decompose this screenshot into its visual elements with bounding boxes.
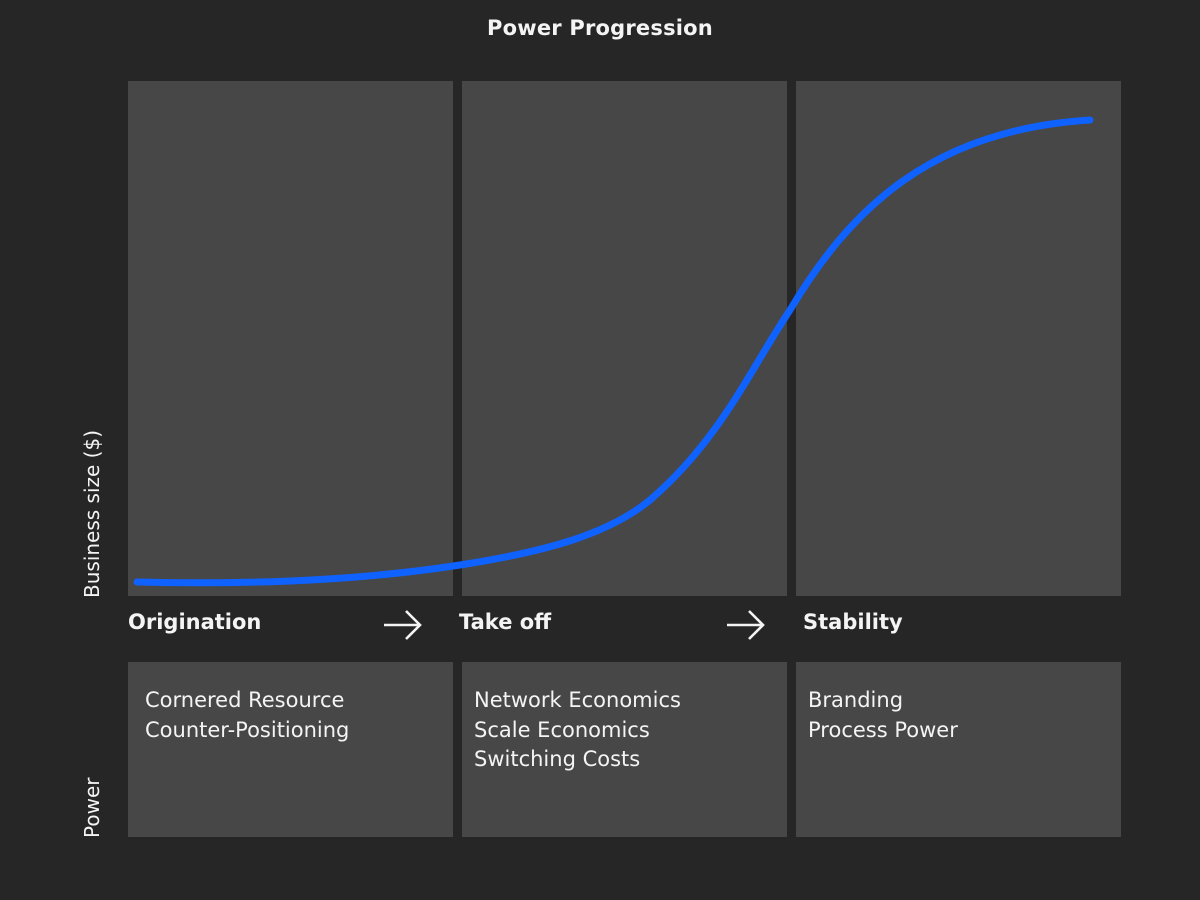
stage-label-stability: Stability [803, 610, 903, 634]
power-box-take-off: Network Economics Scale Economics Switch… [462, 662, 787, 837]
arrow-right-icon [727, 610, 765, 640]
stage-panel-take-off [462, 81, 787, 596]
power-item: Branding [808, 688, 904, 712]
y-axis-label-power: Power [80, 777, 104, 838]
stage-label-take-off: Take off [459, 610, 552, 634]
stage-panel-origination [128, 81, 453, 596]
stage-label-origination: Origination [128, 610, 262, 634]
power-list: Network Economics Scale Economics Switch… [462, 662, 787, 775]
power-item: Switching Costs [474, 747, 641, 771]
page-title: Power Progression [487, 16, 713, 40]
power-item: Scale Economics [474, 717, 650, 742]
y-axis-label-business-size: Business size ($) [80, 429, 104, 598]
power-item: Process Power [808, 717, 958, 742]
power-item: Cornered Resource [145, 688, 345, 712]
power-box-stability: Branding Process Power [796, 662, 1121, 837]
power-item: Counter-Positioning [145, 717, 350, 742]
power-list: Cornered Resource Counter-Positioning [128, 662, 453, 745]
stage-panel-stability [796, 81, 1121, 596]
power-box-origination: Cornered Resource Counter-Positioning [128, 662, 453, 837]
power-list: Branding Process Power [796, 662, 1121, 745]
power-item: Network Economics [474, 688, 681, 712]
arrow-right-icon [384, 610, 422, 640]
